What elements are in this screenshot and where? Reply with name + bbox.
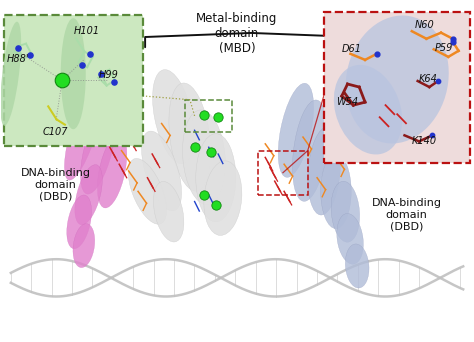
Ellipse shape <box>73 224 95 267</box>
Text: Metal-binding
domain
(MBD): Metal-binding domain (MBD) <box>196 12 278 55</box>
Ellipse shape <box>128 158 167 224</box>
Point <box>373 51 381 56</box>
Text: P59: P59 <box>435 43 454 53</box>
Point <box>110 79 118 84</box>
Ellipse shape <box>337 213 364 264</box>
Bar <box>185 100 232 132</box>
Point <box>449 39 456 44</box>
Ellipse shape <box>169 83 211 191</box>
Ellipse shape <box>142 131 182 211</box>
Text: C107: C107 <box>43 128 68 137</box>
Text: DNA-binding
domain
(DBD): DNA-binding domain (DBD) <box>20 168 91 201</box>
Point <box>78 62 85 67</box>
Bar <box>258 150 308 195</box>
Point <box>428 133 436 138</box>
Point <box>86 51 94 57</box>
Text: K64: K64 <box>419 75 438 84</box>
Point <box>212 202 219 208</box>
Ellipse shape <box>308 127 340 215</box>
Point <box>27 53 34 58</box>
Ellipse shape <box>61 18 86 129</box>
Ellipse shape <box>64 80 103 180</box>
Text: DNA-binding
domain
(DBD): DNA-binding domain (DBD) <box>372 198 442 232</box>
Ellipse shape <box>196 134 236 222</box>
Bar <box>4 15 143 146</box>
Point <box>58 78 66 83</box>
Ellipse shape <box>320 154 351 229</box>
Ellipse shape <box>345 244 369 288</box>
Text: H88': H88' <box>7 54 29 64</box>
Ellipse shape <box>204 161 242 235</box>
Ellipse shape <box>278 83 314 177</box>
Ellipse shape <box>331 181 360 242</box>
Ellipse shape <box>75 165 102 225</box>
Point <box>97 71 105 77</box>
Ellipse shape <box>346 15 449 144</box>
Point <box>14 45 21 50</box>
Point <box>214 114 222 119</box>
Ellipse shape <box>97 134 127 208</box>
Point <box>449 36 456 41</box>
Point <box>200 112 208 118</box>
Ellipse shape <box>334 65 402 155</box>
Text: K140: K140 <box>412 136 437 146</box>
Text: D61: D61 <box>342 44 362 54</box>
Ellipse shape <box>0 22 21 126</box>
Text: W54: W54 <box>336 97 358 107</box>
Point <box>434 78 442 84</box>
Point <box>200 192 208 197</box>
Bar <box>324 12 470 162</box>
Text: H101: H101 <box>73 26 100 36</box>
Ellipse shape <box>81 107 116 194</box>
Point <box>191 145 199 150</box>
Ellipse shape <box>153 70 194 164</box>
Point <box>207 149 215 155</box>
Ellipse shape <box>154 182 184 242</box>
Text: N60: N60 <box>415 20 435 30</box>
Ellipse shape <box>182 110 226 205</box>
Ellipse shape <box>292 100 328 201</box>
Text: H99: H99 <box>98 70 118 80</box>
Ellipse shape <box>67 195 91 249</box>
